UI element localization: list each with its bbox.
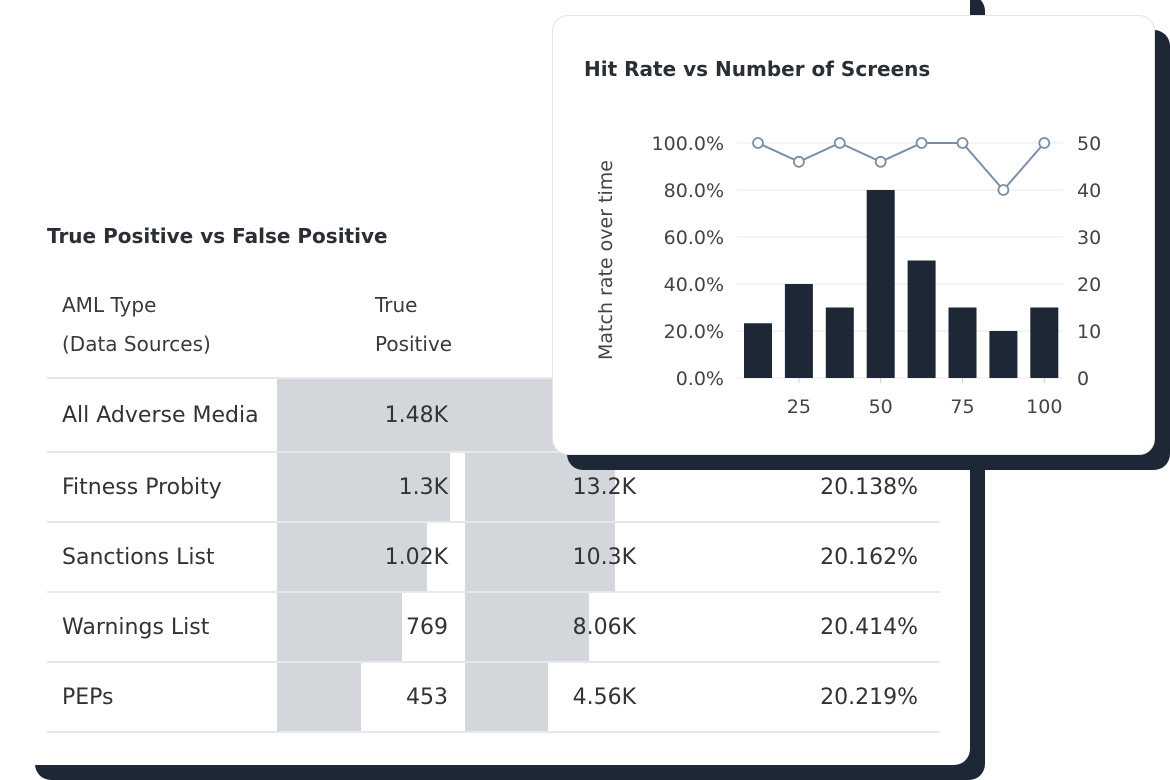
true-positive-bar [277,593,403,661]
header-true-positive: True Positive [375,286,452,364]
header-line: True [375,293,418,317]
rate-value: 20.138% [820,474,918,500]
false-positive-value: 13.2K [572,474,636,500]
false-positive-cell: 4.56K [465,663,650,731]
line-series [757,141,1046,192]
rate-cell: 20.414% [650,593,940,661]
bar [948,307,977,378]
aml-type: Sanctions List [62,544,215,570]
y-tick-right: 30 [1077,227,1101,249]
line-point [997,184,1010,196]
false-positive-value: 10.3K [572,544,636,570]
false-positive-cell: 8.06K [465,593,650,661]
y-tick-left: 40.0% [664,274,724,296]
rate-value: 20.219% [820,684,918,710]
x-tick: 100 [1026,396,1062,418]
header-line: (Data Sources) [62,332,211,356]
true-positive-cell: 1.02K [277,523,462,591]
line-point [833,137,846,149]
bar [825,307,854,378]
true-positive-value: 453 [406,684,448,710]
aml-type-cell: PEPs [62,663,114,731]
table-row: Fitness Probity 1.3K 13.2K 20.138% [47,451,940,521]
true-positive-cell: 769 [277,593,462,661]
true-positive-value: 1.48K [384,402,448,428]
false-positive-bar [465,453,615,521]
table-row: Sanctions List 1.02K 10.3K 20.162% [47,521,940,591]
bar [744,323,772,378]
header-line: AML Type [62,293,157,317]
rate-cell: 20.219% [650,663,940,731]
table-row: Warnings List 769 8.06K 20.414% [47,591,940,661]
bar [866,190,895,378]
aml-type-cell: Warnings List [62,593,209,661]
rate-cell: 20.138% [650,453,940,521]
false-positive-value: 8.06K [572,614,636,640]
y-tick-left: 80.0% [664,180,724,202]
false-positive-bar [465,523,615,591]
false-positive-cell: 13.2K [465,453,650,521]
aml-type-cell: Sanctions List [62,523,215,591]
y-tick-right: 10 [1077,321,1101,343]
y-tick-left: 100.0% [652,133,724,155]
true-positive-value: 769 [406,614,448,640]
true-positive-bar [277,523,427,591]
bar [1030,307,1059,378]
line-point [1038,137,1051,149]
table-row: PEPs 453 4.56K 20.219% [47,661,940,731]
y-axis-label: Match rate over time [595,160,617,360]
y-tick-left: 0.0% [676,368,724,390]
y-tick-left: 60.0% [664,227,724,249]
y-tick-right: 20 [1077,274,1101,296]
aml-type: PEPs [62,684,114,710]
header-aml-type: AML Type (Data Sources) [62,286,211,364]
bar [989,331,1018,378]
true-positive-cell: 453 [277,663,462,731]
chart-title: Hit Rate vs Number of Screens [584,57,931,81]
x-tick: 75 [950,396,974,418]
true-positive-bar [277,663,361,731]
aml-type-cell: All Adverse Media [62,379,259,451]
rate-value: 20.414% [820,614,918,640]
line-point [874,155,887,168]
y-tick-left: 20.0% [664,321,724,343]
chart-card: Hit Rate vs Number of Screens [552,15,1155,455]
rate-value: 20.162% [820,544,918,570]
y-tick-right: 40 [1077,180,1101,202]
true-positive-cell: 1.3K [277,453,462,521]
true-positive-value: 1.02K [384,544,448,570]
line-point [956,137,969,149]
hit-rate-chart: 0.0% 0 20.0% 10 40.0% 20 60.0% 30 80.0% 40 100.0% 5… [595,133,1101,418]
bar [907,260,936,378]
line-point [915,137,928,149]
aml-type: Fitness Probity [62,474,222,500]
y-tick-right: 0 [1077,368,1089,390]
line-point [752,137,764,149]
line-point [793,155,805,168]
false-positive-bar [465,663,549,731]
aml-type-cell: Fitness Probity [62,453,222,521]
table-bottom-border [47,731,940,733]
header-line: Positive [375,332,453,356]
aml-type: Warnings List [62,614,210,640]
false-positive-bar [465,593,589,661]
table-title: True Positive vs False Positive [47,224,388,248]
bar [784,284,813,378]
rate-cell: 20.162% [650,523,940,591]
x-tick: 50 [869,396,893,418]
false-positive-value: 4.56K [572,684,636,710]
true-positive-bar [277,453,450,521]
y-tick-right: 50 [1077,133,1101,155]
true-positive-value: 1.3K [398,474,448,500]
x-tick: 25 [787,396,811,418]
false-positive-cell: 10.3K [465,523,650,591]
aml-type: All Adverse Media [62,402,259,428]
